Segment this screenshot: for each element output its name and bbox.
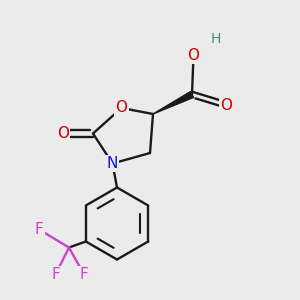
Text: O: O xyxy=(116,100,128,116)
Text: O: O xyxy=(188,48,200,63)
Text: F: F xyxy=(80,267,88,282)
Text: O: O xyxy=(220,98,232,112)
Text: F: F xyxy=(51,267,60,282)
Text: H: H xyxy=(211,32,221,46)
Text: O: O xyxy=(57,126,69,141)
Text: F: F xyxy=(34,222,43,237)
Text: N: N xyxy=(107,156,118,171)
Polygon shape xyxy=(153,92,194,114)
